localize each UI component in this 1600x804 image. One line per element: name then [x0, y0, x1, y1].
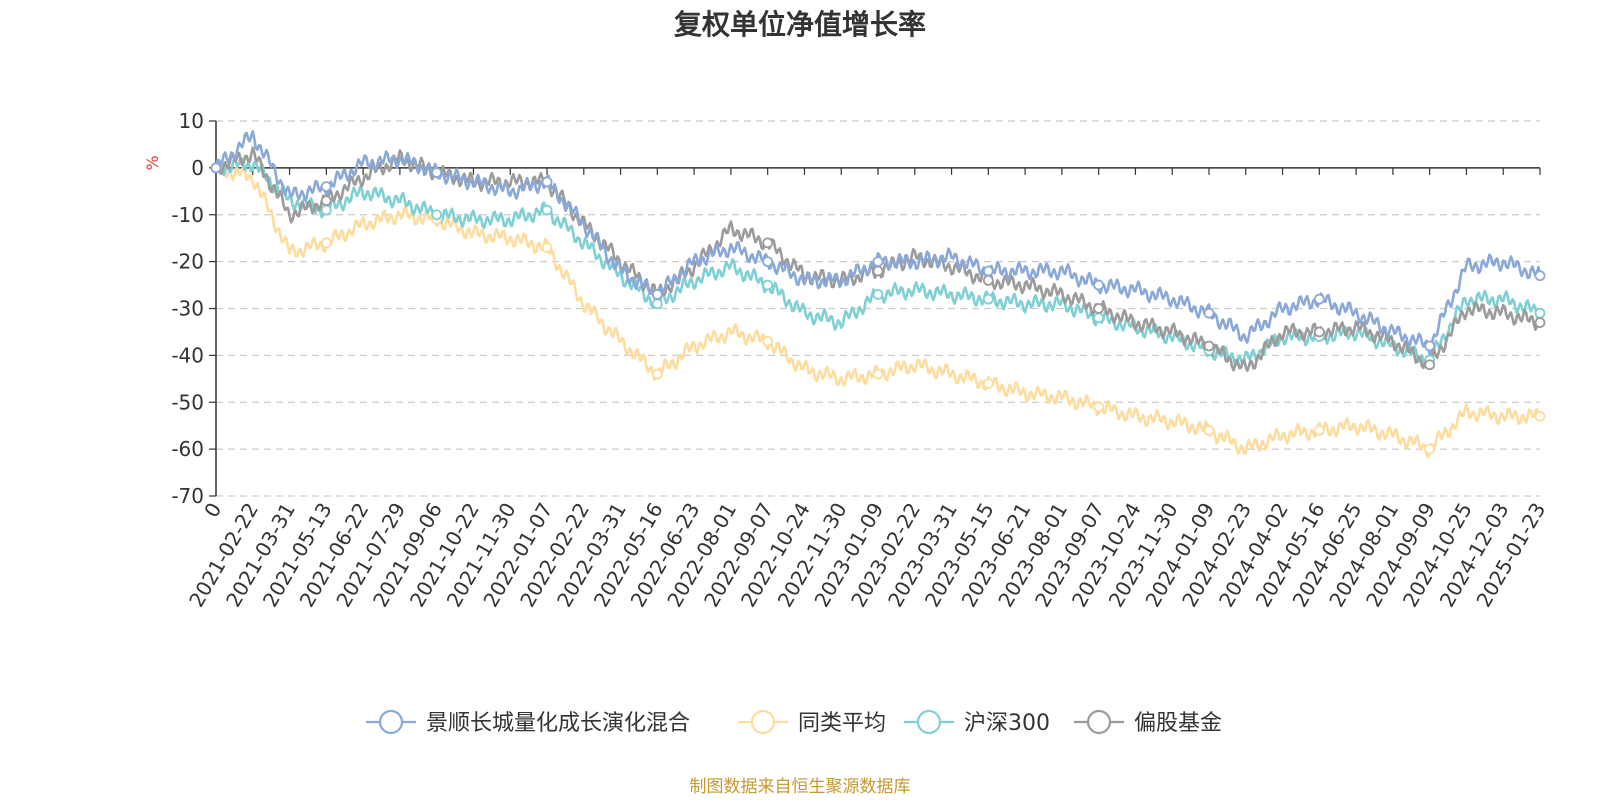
series-marker — [762, 256, 774, 268]
legend-label: 景顺长城量化成长演化混合 — [426, 711, 690, 736]
chart-title: 复权单位净值增长率 — [674, 8, 926, 41]
series-marker — [762, 237, 774, 249]
series-marker — [651, 298, 663, 310]
series-marker — [762, 279, 774, 291]
legend: 景顺长城量化成长演化混合 同类平均 沪深300 偏股基金 — [366, 709, 1222, 736]
y-tick-label: -70 — [171, 484, 204, 508]
series-marker — [872, 256, 884, 268]
series-markers — [210, 162, 1546, 455]
y-tick-label: -20 — [171, 250, 204, 274]
x-tick-label: 0 — [199, 499, 226, 522]
legend-label: 同类平均 — [798, 711, 886, 736]
legend-item[interactable]: 同类平均 — [738, 709, 886, 736]
series-marker — [541, 204, 553, 216]
series-marker — [1093, 312, 1105, 324]
series-marker — [1534, 317, 1546, 328]
x-axis-ticks: 02021-02-222021-03-312021-05-132021-06-2… — [184, 499, 1550, 612]
y-tick-label: -10 — [171, 203, 204, 227]
y-tick-label: -50 — [171, 390, 204, 414]
series-marker — [982, 265, 994, 277]
y-tick-label: -30 — [171, 297, 204, 321]
y-tick-label: -60 — [171, 437, 204, 461]
y-axis-unit-label: % — [143, 155, 162, 170]
series-marker — [541, 242, 553, 253]
series-marker — [1313, 293, 1325, 305]
series-marker — [320, 237, 332, 249]
series-marker — [541, 176, 553, 188]
series-marker — [1093, 401, 1105, 413]
series-marker — [1534, 307, 1546, 319]
series-marker — [982, 378, 994, 389]
legend-label: 偏股基金 — [1134, 711, 1222, 736]
legend-swatch-marker — [916, 709, 942, 735]
series-marker — [1203, 307, 1215, 319]
series-marker — [320, 181, 332, 193]
series-marker — [1534, 410, 1546, 422]
legend-item[interactable]: 沪深300 — [904, 709, 1050, 736]
series-marker — [982, 293, 994, 305]
series-marker — [1424, 340, 1436, 352]
y-tick-label: -40 — [171, 343, 204, 367]
y-axis-ticks: 10 0 -10 -20 -30 -40 -50 -60 -70 — [171, 109, 204, 508]
series-marker — [1203, 424, 1215, 436]
series-marker — [982, 274, 994, 286]
series-marker — [1203, 340, 1215, 352]
series-line — [214, 130, 1542, 356]
series-marker — [431, 209, 443, 221]
legend-label: 沪深300 — [964, 711, 1050, 736]
series-marker — [651, 289, 663, 300]
series-marker — [1093, 303, 1105, 314]
series-marker — [1093, 279, 1105, 291]
series-marker — [320, 195, 332, 207]
legend-swatch-marker — [750, 709, 776, 735]
series-marker — [1424, 359, 1436, 371]
series-marker — [1424, 443, 1436, 455]
legend-item[interactable]: 景顺长城量化成长演化混合 — [366, 709, 690, 736]
y-tick-label: 0 — [191, 156, 204, 180]
series-marker — [762, 335, 774, 347]
series-marker — [872, 265, 884, 277]
series-marker — [320, 204, 332, 216]
series-marker — [210, 162, 222, 174]
series-marker — [431, 167, 443, 178]
y-tick-label: 10 — [179, 109, 204, 133]
legend-item[interactable]: 偏股基金 — [1074, 709, 1222, 736]
series-marker — [651, 368, 663, 380]
series-marker — [1534, 270, 1546, 282]
series-marker — [872, 368, 884, 380]
series-marker — [872, 289, 884, 300]
legend-swatch-marker — [1086, 709, 1112, 735]
legend-swatch-marker — [378, 709, 404, 735]
series-marker — [1313, 326, 1325, 338]
series-marker — [1313, 424, 1325, 436]
data-source-note: 制图数据来自恒生聚源数据库 — [690, 777, 911, 797]
